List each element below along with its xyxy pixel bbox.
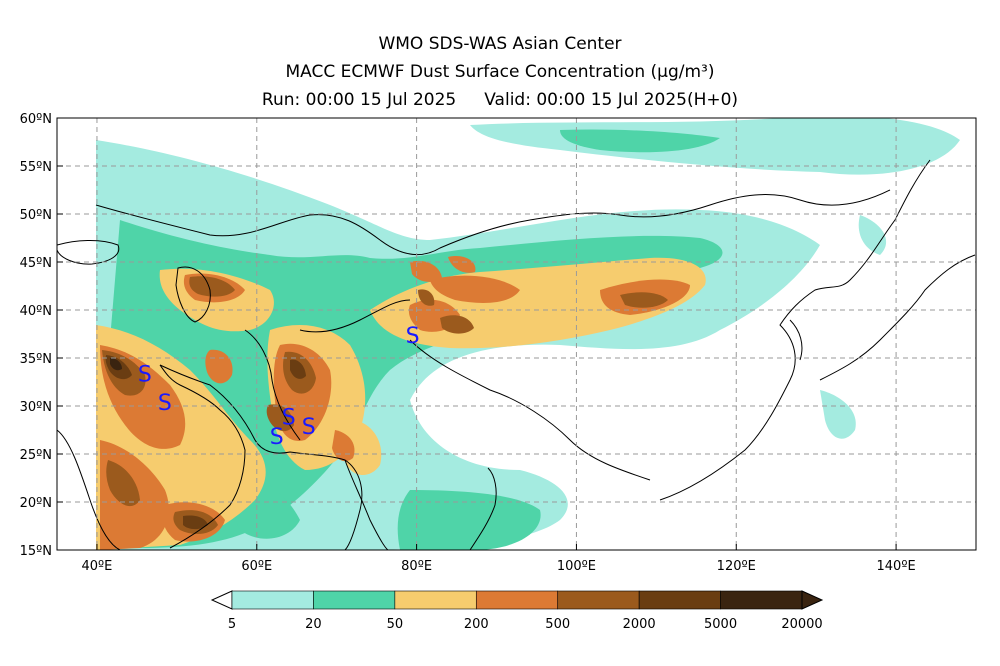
coastline-india <box>344 459 497 550</box>
coastline-arabia <box>57 364 246 550</box>
coastlines-and-borders <box>57 159 976 550</box>
valid-time: Valid: 00:00 15 Jul 2025(H+0) <box>484 90 739 110</box>
colorbar-level-label: 500 <box>545 617 570 632</box>
colorbar-labels: 5 20 50 200 500 2000 5000 20000 <box>228 617 823 632</box>
dust-storm-marker: S <box>270 425 284 450</box>
lat-tick-label: 35ºN <box>20 352 52 367</box>
colorbar <box>210 590 824 610</box>
colorbar-level-label: 50 <box>387 617 404 632</box>
colorbar-segment <box>394 590 477 610</box>
caspian-sea <box>175 266 211 323</box>
lat-tick-label: 25ºN <box>20 448 52 463</box>
axis-ticks <box>57 117 897 551</box>
black-sea <box>57 240 120 265</box>
colorbar-level-label: 200 <box>464 617 489 632</box>
lon-tick-label: 60ºE <box>241 559 272 574</box>
coastline-korea-japan <box>789 254 976 381</box>
lat-tick-label: 45ºN <box>20 256 52 271</box>
border-china-south <box>409 339 651 481</box>
gridlines <box>57 118 976 550</box>
lon-tick-label: 40ºE <box>82 559 113 574</box>
lat-tick-label: 20ºN <box>20 496 52 511</box>
dust-storm-marker: S <box>302 415 316 440</box>
dust-storm-marker: S <box>138 362 152 387</box>
dust-storm-marker: S <box>406 324 420 349</box>
lat-tick-label: 60ºN <box>20 112 52 127</box>
colorbar-level-label: 5000 <box>704 617 737 632</box>
lat-tick-label: 55ºN <box>20 160 52 175</box>
lat-tick-label: 50ºN <box>20 208 52 223</box>
colorbar-extend-low <box>210 590 233 610</box>
lat-tick-label: 30ºN <box>20 400 52 415</box>
dust-storm-marker: S <box>158 391 172 416</box>
lon-tick-label: 80ºE <box>401 559 432 574</box>
lat-tick-label: 40ºN <box>20 304 52 319</box>
title-line-3: Run: 00:00 15 Jul 2025 Valid: 00:00 15 Ju… <box>0 86 1000 114</box>
lon-tick-label: 140ºE <box>877 559 916 574</box>
lat-tick-label: 15ºN <box>20 544 52 559</box>
colorbar-segment <box>231 590 314 610</box>
title-line-1: WMO SDS-WAS Asian Center <box>378 34 622 54</box>
figure-titles: WMO SDS-WAS Asian Center MACC ECMWF Dust… <box>0 30 1000 114</box>
lon-tick-label: 100ºE <box>557 559 596 574</box>
coastline-china <box>659 159 931 501</box>
lon-tick-label: 120ºE <box>717 559 756 574</box>
border-central-asia <box>95 189 891 256</box>
colorbar-segment <box>557 590 640 610</box>
colorbar-segment <box>720 590 803 610</box>
dust-level-5000-20000 <box>110 358 122 371</box>
plot-frame <box>56 117 977 551</box>
colorbar-segment <box>638 590 721 610</box>
run-time: Run: 00:00 15 Jul 2025 <box>261 90 457 110</box>
title-line-2: MACC ECMWF Dust Surface Concentration (μ… <box>285 62 715 82</box>
colorbar-segment <box>313 590 396 610</box>
dust-concentration-field <box>96 118 960 550</box>
coastline-persian-gulf <box>159 364 363 550</box>
colorbar-level-label: 20000 <box>781 617 822 632</box>
border-iran-afghanistan <box>244 299 411 441</box>
colorbar-level-label: 2000 <box>623 617 656 632</box>
colorbar-level-label: 5 <box>228 617 236 632</box>
dust-storm-marker: S <box>282 406 296 431</box>
colorbar-extend-high <box>801 590 824 610</box>
longitude-labels: 40ºE 60ºE 80ºE 100ºE 120ºE 140ºE <box>82 559 916 574</box>
colorbar-segment <box>475 590 559 610</box>
latitude-labels: 60ºN 55ºN 50ºN 45ºN 40ºN 35ºN 30ºN 25ºN 20ºN 15ºN <box>20 112 52 559</box>
colorbar-level-label: 20 <box>305 617 322 632</box>
